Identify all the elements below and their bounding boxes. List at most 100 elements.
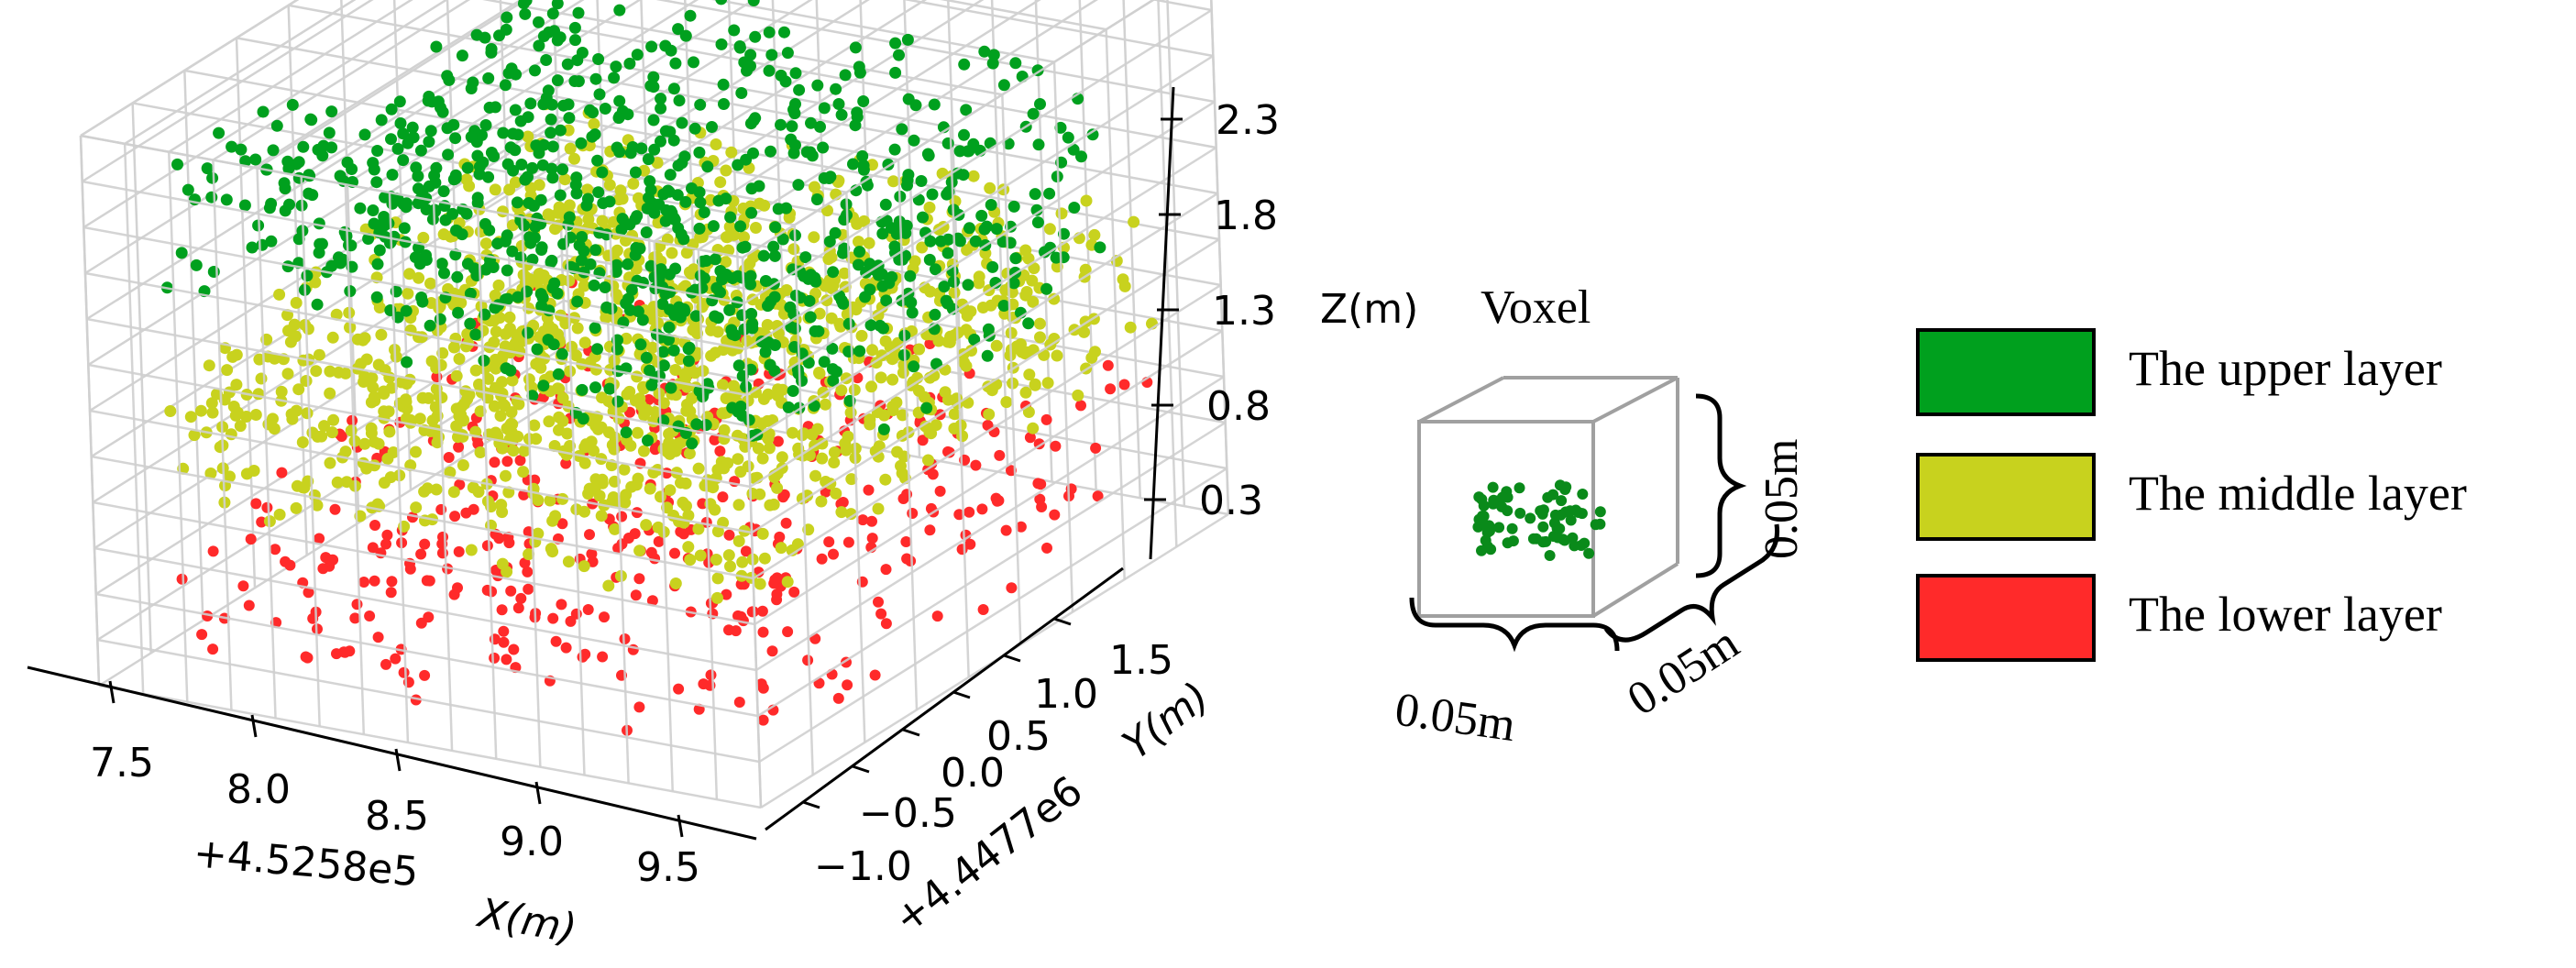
data-point [710, 138, 722, 150]
data-point [556, 347, 568, 360]
data-point [726, 402, 739, 414]
data-point [204, 468, 217, 479]
data-point [537, 30, 550, 42]
data-point [694, 196, 707, 209]
data-point [430, 483, 443, 496]
data-point [506, 245, 519, 258]
data-point [827, 266, 840, 279]
voxel-point [1576, 508, 1588, 520]
data-point [599, 103, 611, 115]
data-point [1118, 379, 1130, 390]
data-point [964, 305, 977, 318]
data-point [924, 338, 936, 349]
data-point [599, 281, 611, 293]
data-point [960, 359, 973, 372]
data-point [886, 373, 899, 386]
data-point [632, 426, 644, 439]
data-point [698, 272, 710, 285]
data-point [349, 612, 361, 624]
data-point [467, 76, 479, 89]
data-point [603, 382, 616, 395]
data-point [982, 323, 995, 336]
data-point [467, 481, 479, 494]
data-point [1067, 143, 1080, 156]
data-point [505, 406, 518, 419]
data-point [780, 202, 793, 214]
data-point [730, 625, 742, 637]
data-point [633, 701, 645, 713]
data-point [430, 424, 443, 436]
data-point [184, 411, 197, 424]
data-point [879, 335, 892, 347]
data-point [511, 329, 523, 342]
data-point [452, 306, 465, 319]
data-point [357, 334, 369, 346]
data-point [290, 501, 303, 514]
data-point [565, 615, 577, 627]
brace-side [1603, 523, 1780, 643]
data-point [556, 518, 568, 530]
data-point [535, 241, 548, 254]
data-point [515, 592, 527, 604]
z-tick-label: 2.3 [1216, 97, 1280, 144]
data-point [913, 343, 926, 356]
data-point [975, 209, 988, 222]
data-point [246, 241, 259, 254]
data-point [500, 362, 512, 375]
y-tick-label: 1.0 [1034, 671, 1098, 718]
z-axis-label: Z(m) [1320, 286, 1418, 333]
data-point [1019, 244, 1032, 257]
data-point [983, 408, 996, 421]
data-point [548, 25, 560, 38]
data-point [883, 277, 896, 290]
data-point [519, 557, 531, 569]
data-point [551, 0, 564, 10]
data-point [886, 353, 898, 366]
x-tick [394, 748, 402, 772]
data-point [269, 352, 281, 365]
data-point [673, 94, 686, 107]
voxel-point [1477, 511, 1488, 522]
data-point [301, 407, 314, 420]
data-point [398, 666, 410, 678]
data-point [1027, 107, 1040, 120]
data-point [524, 97, 537, 110]
data-point [850, 303, 863, 316]
data-point [206, 406, 219, 419]
data-point [611, 244, 623, 257]
data-point [568, 21, 581, 34]
data-point [963, 145, 975, 158]
data-point [292, 383, 305, 396]
data-point [1007, 277, 1020, 290]
data-point [633, 242, 646, 255]
data-point [546, 323, 559, 336]
data-point [853, 246, 865, 258]
data-point [485, 147, 498, 159]
data-point [905, 556, 917, 566]
data-point [844, 508, 857, 521]
y-tick [852, 764, 870, 774]
data-point [576, 231, 589, 243]
data-point [917, 434, 929, 446]
data-point [1105, 383, 1117, 395]
data-point [757, 392, 770, 405]
data-point [256, 516, 268, 528]
data-point [397, 127, 410, 140]
data-point [205, 191, 218, 204]
data-point [817, 141, 830, 154]
data-point [438, 267, 450, 280]
data-point [940, 294, 952, 307]
data-point [625, 480, 638, 493]
data-point [536, 159, 549, 171]
data-point [757, 249, 770, 262]
data-point [270, 119, 283, 132]
data-point [732, 610, 743, 622]
data-point [270, 544, 281, 556]
voxel-point [1537, 536, 1549, 548]
data-point [400, 412, 413, 425]
data-point [970, 459, 982, 471]
data-point [213, 126, 226, 139]
data-point [768, 365, 781, 378]
data-point [1062, 131, 1074, 144]
data-point [414, 144, 427, 157]
